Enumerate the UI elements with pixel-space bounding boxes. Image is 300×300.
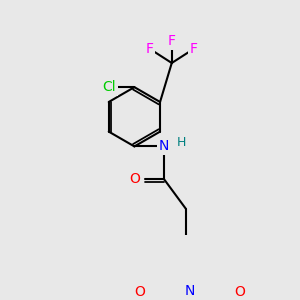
Text: F: F <box>168 34 176 48</box>
Text: O: O <box>235 285 245 299</box>
Text: F: F <box>146 42 154 56</box>
Text: N: N <box>159 140 169 153</box>
Text: F: F <box>190 42 198 56</box>
Text: O: O <box>134 285 145 299</box>
Text: O: O <box>130 172 141 186</box>
Text: H: H <box>176 136 186 149</box>
Text: N: N <box>184 284 195 298</box>
Text: Cl: Cl <box>103 80 116 94</box>
